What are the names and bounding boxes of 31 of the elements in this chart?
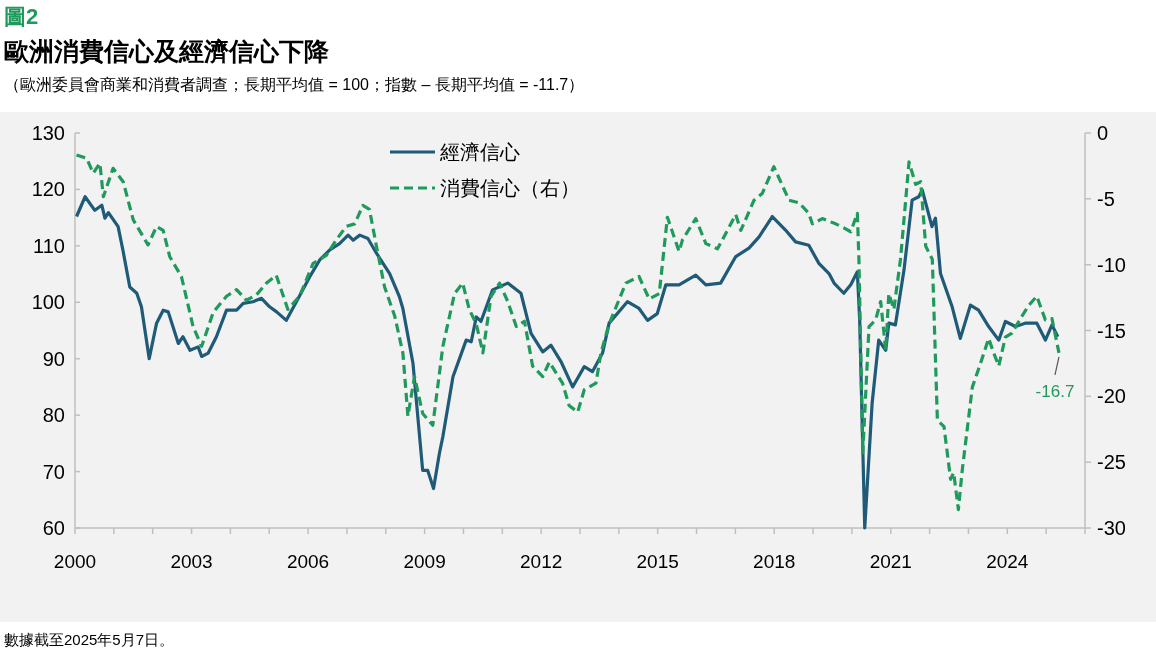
- y-tick-label: 110: [33, 234, 65, 257]
- y2-tick-label: -10: [1097, 253, 1126, 276]
- x-tick-label: 2024: [986, 551, 1029, 572]
- x-tick-label: 2018: [753, 551, 796, 572]
- x-tick-label: 2003: [170, 551, 213, 572]
- y2-tick-label: -30: [1097, 517, 1126, 539]
- y2-tick-label: -15: [1097, 319, 1126, 342]
- y2-tick-label: -5: [1097, 187, 1115, 210]
- y-tick-label: 120: [31, 178, 65, 201]
- y-tick-label: 130: [31, 122, 65, 144]
- y-tick-label: 80: [42, 404, 65, 427]
- x-tick-label: 2021: [869, 551, 912, 572]
- legend-label: 經濟信心: [439, 141, 520, 163]
- x-tick-label: 2015: [636, 551, 679, 572]
- y-tick-label: 100: [31, 291, 65, 314]
- y-tick-label: 90: [42, 347, 65, 370]
- x-tick-label: 2012: [520, 551, 563, 572]
- x-tick-label: 2006: [286, 551, 330, 572]
- y-tick-label: 60: [42, 517, 65, 539]
- y2-tick-label: 0: [1097, 122, 1109, 144]
- caption: 圖2: [4, 4, 39, 29]
- text: 數據截至2025年5月7日。: [4, 631, 175, 648]
- annotation: -16.7: [1035, 381, 1075, 401]
- y2-tick-label: -20: [1097, 385, 1126, 408]
- y2-tick-label: -25: [1097, 451, 1126, 474]
- legend-label: 消費信心（右）: [440, 177, 580, 199]
- y-tick-label: 70: [42, 460, 65, 483]
- chart-title: 歐洲消費信心及經濟信心下降: [4, 37, 330, 65]
- x-tick-label: 2000: [53, 551, 97, 572]
- x-tick-label: 2009: [403, 551, 446, 572]
- chart-subtitle: （歐洲委員會商業和消費者調查；長期平均值 = 100；指數 – 長期平均值 = -11.7）: [4, 76, 585, 93]
